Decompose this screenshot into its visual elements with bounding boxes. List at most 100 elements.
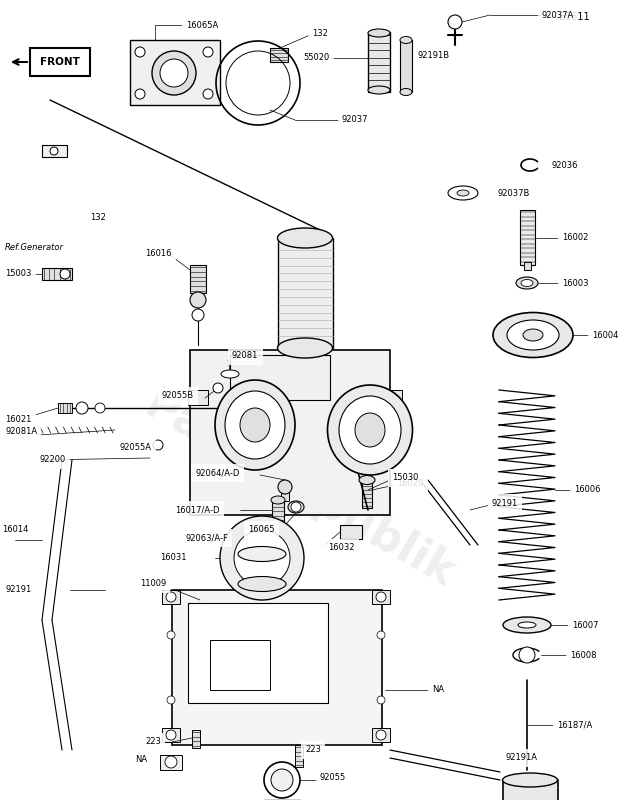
Circle shape xyxy=(135,47,145,57)
Text: 16014: 16014 xyxy=(2,526,28,534)
Circle shape xyxy=(519,647,535,663)
Circle shape xyxy=(376,730,386,740)
Text: 92063/A-F: 92063/A-F xyxy=(185,534,228,542)
Ellipse shape xyxy=(238,577,286,591)
Text: 16065: 16065 xyxy=(248,526,274,534)
Text: 92191: 92191 xyxy=(492,498,518,507)
Text: 11009: 11009 xyxy=(140,579,166,589)
Circle shape xyxy=(166,730,176,740)
Ellipse shape xyxy=(493,313,573,358)
Circle shape xyxy=(377,696,385,704)
Text: 55020: 55020 xyxy=(304,54,330,62)
Text: 92037A: 92037A xyxy=(542,10,574,19)
Ellipse shape xyxy=(503,617,551,633)
Ellipse shape xyxy=(221,370,239,378)
Bar xyxy=(58,403,72,413)
Text: PartsRepublik: PartsRepublik xyxy=(137,383,463,597)
Bar xyxy=(295,745,303,767)
Bar xyxy=(524,262,531,270)
Text: 16032: 16032 xyxy=(328,543,354,553)
Text: 132: 132 xyxy=(312,29,328,38)
Text: 92081A: 92081A xyxy=(5,427,37,437)
Ellipse shape xyxy=(448,186,478,200)
Bar xyxy=(42,268,72,280)
Circle shape xyxy=(160,59,188,87)
Ellipse shape xyxy=(339,396,401,464)
Bar xyxy=(340,525,362,539)
Circle shape xyxy=(165,756,177,768)
Circle shape xyxy=(291,502,301,512)
Text: Ref.Generator: Ref.Generator xyxy=(5,243,64,253)
Text: 16187/A: 16187/A xyxy=(557,721,592,730)
Bar xyxy=(272,500,284,522)
Ellipse shape xyxy=(502,773,558,787)
Circle shape xyxy=(192,309,204,321)
Circle shape xyxy=(95,403,105,413)
Bar xyxy=(162,728,180,742)
Bar xyxy=(210,640,270,690)
Ellipse shape xyxy=(518,622,536,628)
Ellipse shape xyxy=(523,329,543,341)
Bar xyxy=(238,554,286,584)
Ellipse shape xyxy=(278,228,332,248)
Circle shape xyxy=(166,592,176,602)
Text: 223: 223 xyxy=(145,738,161,746)
Circle shape xyxy=(50,147,58,155)
Text: 16021: 16021 xyxy=(5,415,31,425)
Text: 92191A: 92191A xyxy=(505,754,537,762)
Circle shape xyxy=(60,269,70,279)
Circle shape xyxy=(203,89,213,99)
Ellipse shape xyxy=(400,37,412,43)
Text: 16016: 16016 xyxy=(145,249,171,258)
Bar xyxy=(190,265,206,293)
Circle shape xyxy=(190,292,206,308)
Ellipse shape xyxy=(359,475,375,485)
Circle shape xyxy=(76,402,88,414)
Text: 92037B: 92037B xyxy=(498,189,531,198)
Text: 92064/A-D: 92064/A-D xyxy=(195,469,239,478)
Circle shape xyxy=(203,47,213,57)
Text: 16007: 16007 xyxy=(572,621,598,630)
Bar xyxy=(190,350,390,515)
Text: 92037: 92037 xyxy=(342,115,369,125)
Bar xyxy=(270,48,288,62)
Circle shape xyxy=(278,480,292,494)
Text: 16029: 16029 xyxy=(397,479,423,489)
Bar xyxy=(368,32,390,92)
Bar xyxy=(520,210,535,265)
Bar xyxy=(268,530,278,550)
Text: 92055: 92055 xyxy=(320,774,346,782)
Ellipse shape xyxy=(278,338,332,358)
Circle shape xyxy=(448,15,462,29)
Text: 16008: 16008 xyxy=(570,650,597,659)
Text: 16004: 16004 xyxy=(592,330,619,339)
Ellipse shape xyxy=(521,279,533,286)
Ellipse shape xyxy=(516,277,538,289)
Bar xyxy=(192,730,200,748)
Circle shape xyxy=(167,696,175,704)
Text: FRONT: FRONT xyxy=(40,57,80,67)
Text: 92191B: 92191B xyxy=(418,50,450,59)
Ellipse shape xyxy=(215,380,295,470)
Ellipse shape xyxy=(355,413,385,447)
Ellipse shape xyxy=(400,89,412,95)
Ellipse shape xyxy=(238,546,286,562)
Bar xyxy=(503,780,558,800)
Circle shape xyxy=(153,440,163,450)
Text: NA: NA xyxy=(432,686,444,694)
Ellipse shape xyxy=(368,29,390,37)
Text: 15030: 15030 xyxy=(392,474,418,482)
Ellipse shape xyxy=(240,408,270,442)
Text: 92055A: 92055A xyxy=(120,443,152,453)
Text: 16003: 16003 xyxy=(562,278,588,287)
Text: 132: 132 xyxy=(90,214,106,222)
Ellipse shape xyxy=(288,501,304,513)
Bar xyxy=(172,590,382,745)
Bar xyxy=(42,145,67,157)
Ellipse shape xyxy=(327,385,413,475)
Text: 16002: 16002 xyxy=(562,234,588,242)
Text: 16006: 16006 xyxy=(574,486,600,494)
Text: 92036: 92036 xyxy=(552,161,578,170)
Text: 92055B: 92055B xyxy=(162,391,194,401)
Ellipse shape xyxy=(271,496,285,504)
